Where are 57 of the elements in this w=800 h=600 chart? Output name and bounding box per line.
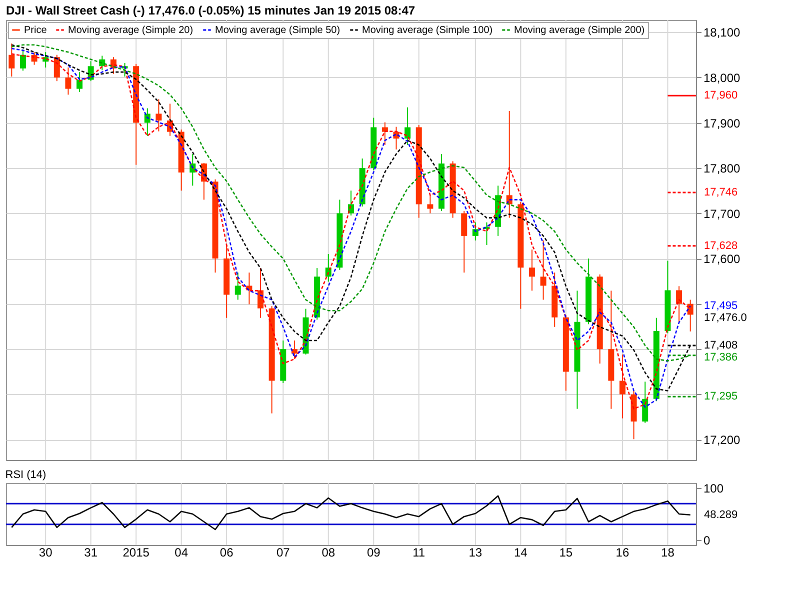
text: 17,476.0	[704, 312, 747, 324]
x-tick-label: 18	[661, 546, 675, 560]
legend-label: Moving average (Simple 50)	[215, 25, 340, 36]
candlestick	[528, 249, 535, 292]
y-tick-label: 17,900	[704, 116, 741, 130]
candlestick	[144, 108, 150, 136]
candlestick	[461, 210, 468, 274]
x-tick-label: 07	[276, 546, 290, 560]
y-tick-label: 18,100	[704, 26, 741, 40]
x-tick-label: 13	[468, 546, 482, 560]
candlestick	[234, 272, 241, 300]
legend-label: Price	[24, 25, 48, 36]
x-tick-label: 08	[322, 546, 336, 560]
data-label: 48.289	[704, 508, 738, 521]
ref-line-label: 17,628	[704, 240, 738, 252]
y-tick-label: 0	[704, 533, 710, 548]
candlestick	[642, 381, 648, 424]
x-tick-label: 04	[174, 546, 188, 560]
y-tick-label: 17,800	[704, 162, 741, 176]
y-tick-label: 17,600	[704, 252, 741, 266]
legend-label: Moving average (Simple 200)	[514, 25, 645, 36]
legend-label: Moving average (Simple 100)	[362, 25, 493, 36]
x-tick-label: 2015	[122, 546, 150, 560]
y-tick-label: 18,000	[704, 70, 741, 85]
legend-label: Moving average (Simple 20)	[68, 25, 194, 36]
x-tick-label: 31	[84, 546, 98, 560]
chart-title: DJI - Wall Street Cash (-) 17,476.0 (-0.05%) 15 minutes Jan 19 2015 08:47	[6, 4, 416, 18]
x-tick-label: 16	[616, 546, 630, 560]
candlestick	[8, 43, 15, 78]
x-tick-label: 06	[220, 546, 234, 560]
x-tick-label: 11	[412, 546, 426, 560]
candlestick	[156, 98, 162, 132]
chart-title: RSI (14)	[5, 469, 46, 482]
ref-line-label: 17,386	[704, 351, 738, 364]
x-tick-label: 15	[559, 546, 573, 560]
ref-line-label: 17,295	[704, 390, 738, 403]
y-tick-label: 17,200	[704, 433, 741, 448]
x-tick-label: 09	[366, 546, 381, 560]
x-tick-label: 14	[514, 546, 528, 560]
candlestick	[348, 190, 354, 216]
candlestick	[76, 72, 83, 92]
candlestick	[676, 286, 682, 323]
candlestick	[427, 194, 434, 214]
y-tick-label: 100	[704, 482, 724, 496]
ref-line-label: 17,746	[704, 186, 738, 198]
x-tick-label: 30	[38, 546, 53, 560]
ref-line-label: 17,408	[704, 339, 738, 352]
data-label: 17,495	[704, 300, 738, 312]
candlestick	[65, 67, 72, 96]
y-tick-label: 17,700	[704, 206, 741, 221]
ref-line-label: 17,960	[704, 90, 738, 102]
candlestick	[258, 268, 264, 318]
candlestick	[540, 240, 546, 300]
candlestick	[619, 354, 626, 419]
line-series	[11, 495, 691, 530]
candlestick	[20, 48, 26, 72]
candlestick	[472, 222, 478, 241]
